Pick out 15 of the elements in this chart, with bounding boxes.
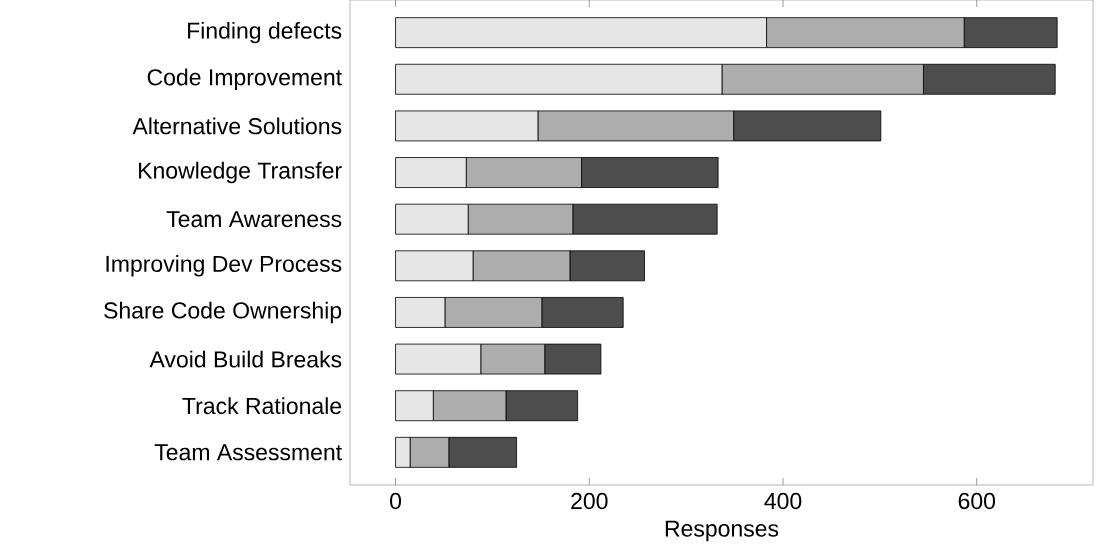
y-tick-label: Track Rationale [182,397,342,415]
x-tick-label: 400 [764,492,802,510]
y-tick-label: Team Assessment [154,444,342,461]
y-tick-label: Code Improvement [147,68,342,90]
x-axis-title: Responses [665,520,779,542]
y-tick-label: Improving Dev Process [106,255,342,277]
y-tick-label: Knowledge Transfer [139,161,342,184]
y-tick-label: Team Awareness [166,211,342,228]
y-tick-label: Alternative Solutions [132,117,342,135]
y-tick-label: Avoid Build Breaks [149,350,342,368]
y-tick-label: Finding defects [188,21,342,44]
x-tick-label: 200 [571,492,608,510]
x-tick-label: 600 [958,492,996,510]
y-tick-label: Share Code Ownership [104,301,342,324]
x-tick-label: 0 [390,492,402,510]
